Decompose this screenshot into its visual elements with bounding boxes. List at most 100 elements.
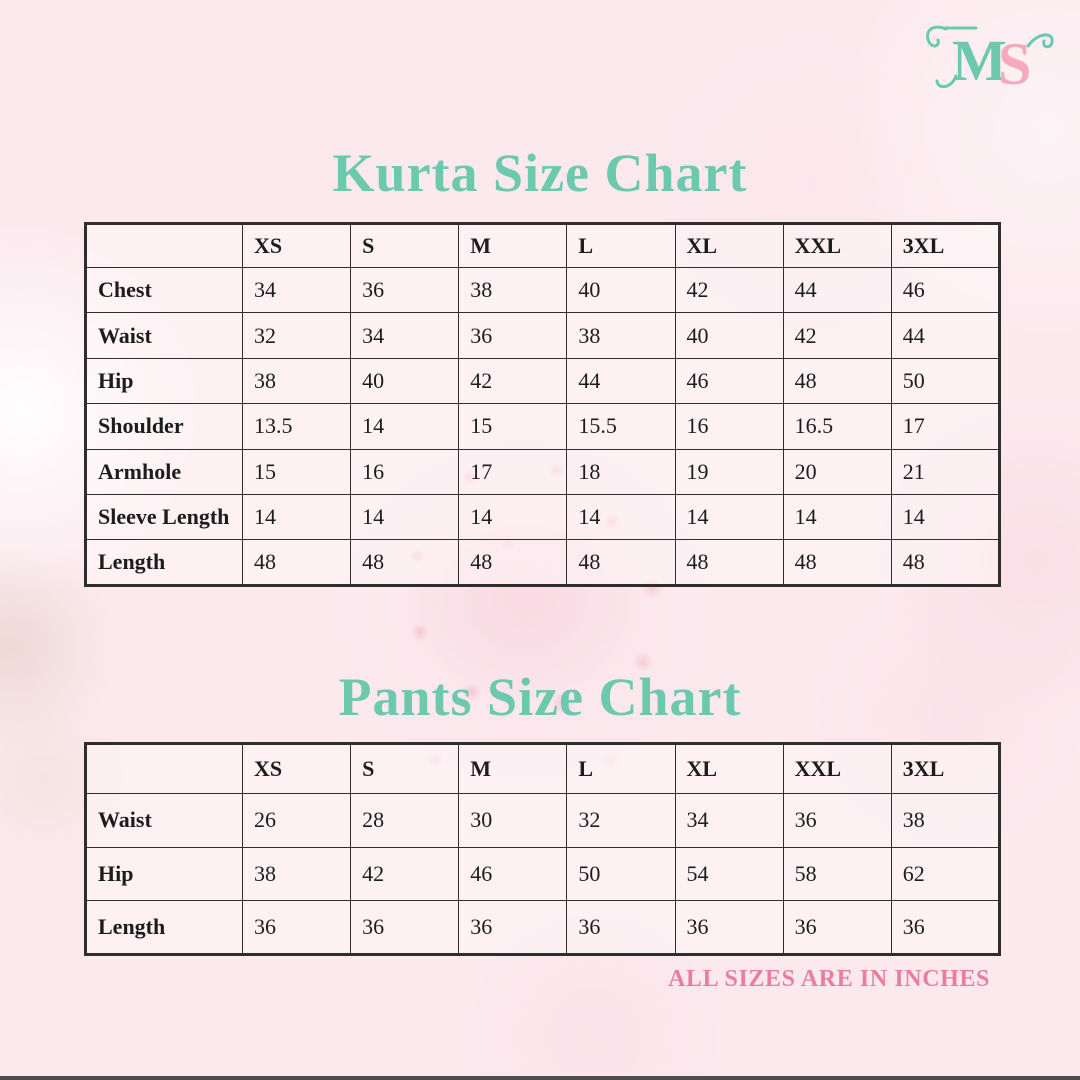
pants-size-table: XS S M L XL XXL 3XL Waist 26 28 30 32 34 36 38 Hip 38 42 4…	[84, 742, 1001, 956]
value-cell: 38	[241, 357, 352, 405]
value-cell: 48	[782, 539, 892, 586]
value-cell: 14	[241, 493, 352, 541]
value-cell: 38	[566, 312, 676, 359]
value-cell: 14	[782, 493, 892, 541]
value-cell: 42	[674, 266, 784, 314]
measurement-label-cell: Length	[85, 539, 243, 586]
value-cell: 50	[890, 357, 1000, 405]
value-cell: 46	[890, 266, 1000, 314]
value-cell: 42	[782, 312, 892, 359]
size-header-cell: XXL	[782, 743, 892, 794]
value-cell: 48	[890, 539, 1000, 586]
value-cell: 44	[566, 357, 676, 405]
value-cell: 48	[350, 539, 460, 586]
measurement-label-cell: Armhole	[85, 448, 243, 495]
corner-cell	[85, 223, 243, 268]
value-cell: 50	[566, 846, 676, 902]
size-header-cell: L	[566, 223, 676, 268]
value-cell: 26	[241, 793, 352, 848]
size-header-cell: M	[458, 743, 568, 794]
value-cell: 46	[674, 357, 784, 405]
bottom-edge-bar	[0, 1076, 1080, 1080]
value-cell: 42	[350, 846, 460, 902]
kurta-size-table: XS S M L XL XXL 3XL Chest 34 36 38 40 42 44 46 Waist 32 3…	[84, 222, 1001, 587]
measurement-label-cell: Length	[85, 900, 243, 955]
value-cell: 48	[782, 357, 892, 405]
logo-descender-swash	[935, 74, 958, 89]
size-header-cell: XL	[674, 223, 784, 268]
value-cell: 36	[674, 900, 784, 955]
logo-left-swash	[926, 25, 948, 48]
value-cell: 15	[241, 448, 352, 495]
value-cell: 30	[458, 793, 568, 848]
value-cell: 42	[458, 357, 568, 405]
value-cell: 48	[458, 539, 568, 586]
size-header-cell: XS	[241, 743, 352, 794]
size-header-row: XS S M L XL XXL 3XL	[85, 223, 1000, 268]
logo-right-swash	[1026, 33, 1054, 49]
table-row: Length 48 48 48 48 48 48 48	[85, 539, 1000, 586]
value-cell: 32	[566, 793, 676, 848]
value-cell: 36	[782, 900, 892, 955]
value-cell: 36	[458, 312, 568, 359]
value-cell: 36	[458, 900, 568, 955]
measurement-label-cell: Hip	[85, 357, 243, 405]
value-cell: 48	[674, 539, 784, 586]
kurta-chart-title: Kurta Size Chart	[332, 143, 748, 203]
value-cell: 54	[674, 846, 784, 902]
value-cell: 40	[350, 357, 460, 405]
value-cell: 48	[241, 539, 352, 586]
value-cell: 58	[782, 846, 892, 902]
table-row: Length 36 36 36 36 36 36 36	[85, 900, 1000, 955]
corner-cell	[85, 743, 243, 794]
measurement-label-cell: Chest	[85, 266, 243, 314]
value-cell: 34	[350, 312, 460, 359]
size-header-cell: 3XL	[890, 223, 1000, 268]
value-cell: 16	[674, 403, 784, 450]
value-cell: 36	[782, 793, 892, 848]
logo-letter-m: M	[952, 28, 1007, 93]
value-cell: 34	[241, 266, 352, 314]
measurement-label-cell: Shoulder	[85, 403, 243, 450]
value-cell: 15	[458, 403, 568, 450]
size-header-cell: XL	[674, 743, 784, 794]
value-cell: 17	[890, 403, 1000, 450]
size-header-cell: S	[350, 743, 460, 794]
value-cell: 36	[566, 900, 676, 955]
value-cell: 18	[566, 448, 676, 495]
value-cell: 38	[458, 266, 568, 314]
value-cell: 14	[674, 493, 784, 541]
size-header-cell: L	[566, 743, 676, 794]
value-cell: 28	[350, 793, 460, 848]
value-cell: 46	[458, 846, 568, 902]
logo-letter-s: S	[998, 31, 1031, 97]
size-header-cell: XXL	[782, 223, 892, 268]
size-header-cell: XS	[241, 223, 352, 268]
value-cell: 38	[890, 793, 1000, 848]
table-row: Hip 38 42 46 50 54 58 62	[85, 846, 1000, 902]
size-header-cell: S	[350, 223, 460, 268]
value-cell: 14	[458, 493, 568, 541]
measurement-label-cell: Waist	[85, 312, 243, 359]
table-row: Sleeve Length 14 14 14 14 14 14 14	[85, 493, 1000, 541]
measurement-label-cell: Sleeve Length	[85, 493, 243, 541]
value-cell: 17	[458, 448, 568, 495]
value-cell: 21	[890, 448, 1000, 495]
table-row: Armhole 15 16 17 18 19 20 21	[85, 448, 1000, 495]
size-header-cell: 3XL	[890, 743, 1000, 794]
value-cell: 38	[241, 846, 352, 902]
value-cell: 34	[674, 793, 784, 848]
table-row: Waist 26 28 30 32 34 36 38	[85, 793, 1000, 848]
brand-logo-ms: M S	[922, 14, 1062, 98]
value-cell: 62	[890, 846, 1000, 902]
value-cell: 36	[350, 900, 460, 955]
monogram-icon: M S	[926, 25, 1054, 97]
value-cell: 44	[890, 312, 1000, 359]
value-cell: 40	[566, 266, 676, 314]
measurement-label-cell: Hip	[85, 846, 243, 902]
pants-chart-title: Pants Size Chart	[338, 667, 742, 727]
value-cell: 16	[350, 448, 460, 495]
size-header-row: XS S M L XL XXL 3XL	[85, 743, 1000, 794]
value-cell: 36	[890, 900, 1000, 955]
value-cell: 14	[890, 493, 1000, 541]
